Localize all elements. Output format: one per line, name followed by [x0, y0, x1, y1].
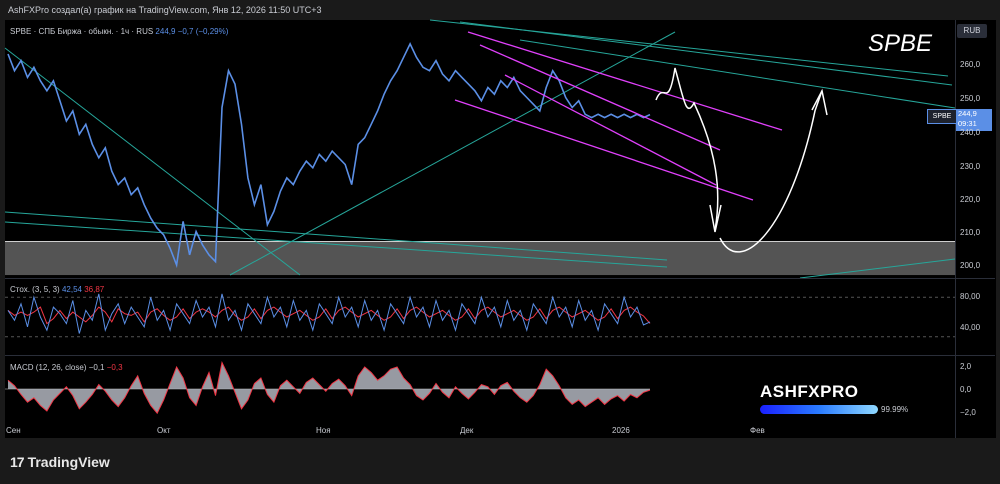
price-tick: 260,0: [960, 60, 981, 69]
projection-arrowhead-down: [709, 204, 722, 233]
trendline: [519, 39, 956, 109]
macd-legend: MACD (12, 26, close) −0,1 −0,3: [10, 363, 123, 372]
time-tick: Окт: [157, 426, 171, 435]
stoch-name: Стох. (3, 5, 3): [10, 285, 60, 294]
price-change: −0,7 (−0,29%): [177, 27, 229, 36]
time-tick: Ноя: [316, 426, 331, 435]
stoch-tick: 40,00: [960, 323, 981, 332]
last-price-label-value: 244,9: [958, 109, 977, 118]
last-price: 244,9: [155, 27, 176, 36]
channel-line: [467, 31, 783, 131]
stoch-tick: 80,00: [960, 292, 981, 301]
chart-author-title: AshFXPro создал(а) график на TradingView…: [8, 5, 322, 15]
macd-tick: 0,0: [960, 385, 972, 394]
macd-line: [7, 361, 651, 415]
stoch-d-line: [7, 306, 651, 325]
symbol-annotation: SPBE: [868, 30, 933, 57]
pane-separator-macd[interactable]: [5, 355, 995, 356]
channel-line: [504, 74, 717, 186]
stoch-d-value: 36,87: [84, 285, 105, 294]
pane-separator-stoch[interactable]: [5, 278, 995, 279]
tradingview-logo-text: TradingView: [27, 454, 110, 470]
channel-line: [454, 99, 754, 201]
time-tick: Сен: [6, 426, 21, 435]
trendline: [4, 47, 301, 276]
macd-value: −0,1: [88, 363, 105, 372]
projection-path-down: [655, 67, 719, 231]
price-tick: 230,0: [960, 162, 981, 171]
price-series-line: [7, 42, 651, 269]
macd-tick: −2,0: [960, 408, 976, 417]
price-axis[interactable]: [955, 20, 996, 438]
macd-signal-value: −0,3: [106, 363, 123, 372]
watermark-progress-bar: [760, 405, 878, 414]
time-tick: Фев: [750, 426, 765, 435]
chart-area[interactable]: [5, 20, 955, 438]
trendline: [4, 221, 668, 268]
trendline: [4, 211, 668, 261]
currency-button[interactable]: RUB: [957, 24, 987, 38]
main-legend: SPBE · СПБ Биржа · обыкн. · 1ч · RUS 244…: [10, 27, 228, 36]
stoch-k-line: [7, 293, 651, 334]
time-tick: 2026: [612, 426, 630, 435]
tradingview-logo[interactable]: 17 TradingView: [10, 454, 110, 470]
stoch-legend: Стох. (3, 5, 3) 42,54 36,87: [10, 285, 104, 294]
price-tick: 200,0: [960, 261, 981, 270]
footer: [0, 438, 1000, 484]
price-tick: 220,0: [960, 195, 981, 204]
price-tick: 250,0: [960, 94, 981, 103]
tradingview-logo-icon: 17: [10, 454, 25, 470]
support-band: [5, 241, 955, 276]
time-tick: Дек: [460, 426, 474, 435]
bar-countdown: 09:31: [958, 119, 977, 128]
watermark-percent: 99.99%: [881, 405, 909, 414]
price-tick: 210,0: [960, 228, 981, 237]
macd-tick: 2,0: [960, 362, 972, 371]
chart-header: AshFXPro создал(а) график на TradingView…: [0, 0, 1000, 20]
trendline: [459, 21, 953, 86]
stoch-k-value: 42,54: [61, 285, 82, 294]
projection-arrowhead-up: [811, 88, 828, 116]
trendline: [229, 31, 676, 276]
symbol-price-tag: SPBE: [927, 109, 957, 124]
price-tick: 240,0: [960, 128, 981, 137]
macd-name: MACD (12, 26, close): [10, 363, 87, 372]
trendline: [799, 258, 956, 279]
last-price-label: 244,9 09:31: [956, 109, 992, 131]
symbol-name: SPBE · СПБ Биржа · обыкн. · 1ч · RUS: [10, 27, 154, 36]
channel-line: [479, 44, 721, 151]
watermark-brand: ASHFXPRO: [760, 382, 859, 401]
projection-path-up: [719, 90, 823, 253]
